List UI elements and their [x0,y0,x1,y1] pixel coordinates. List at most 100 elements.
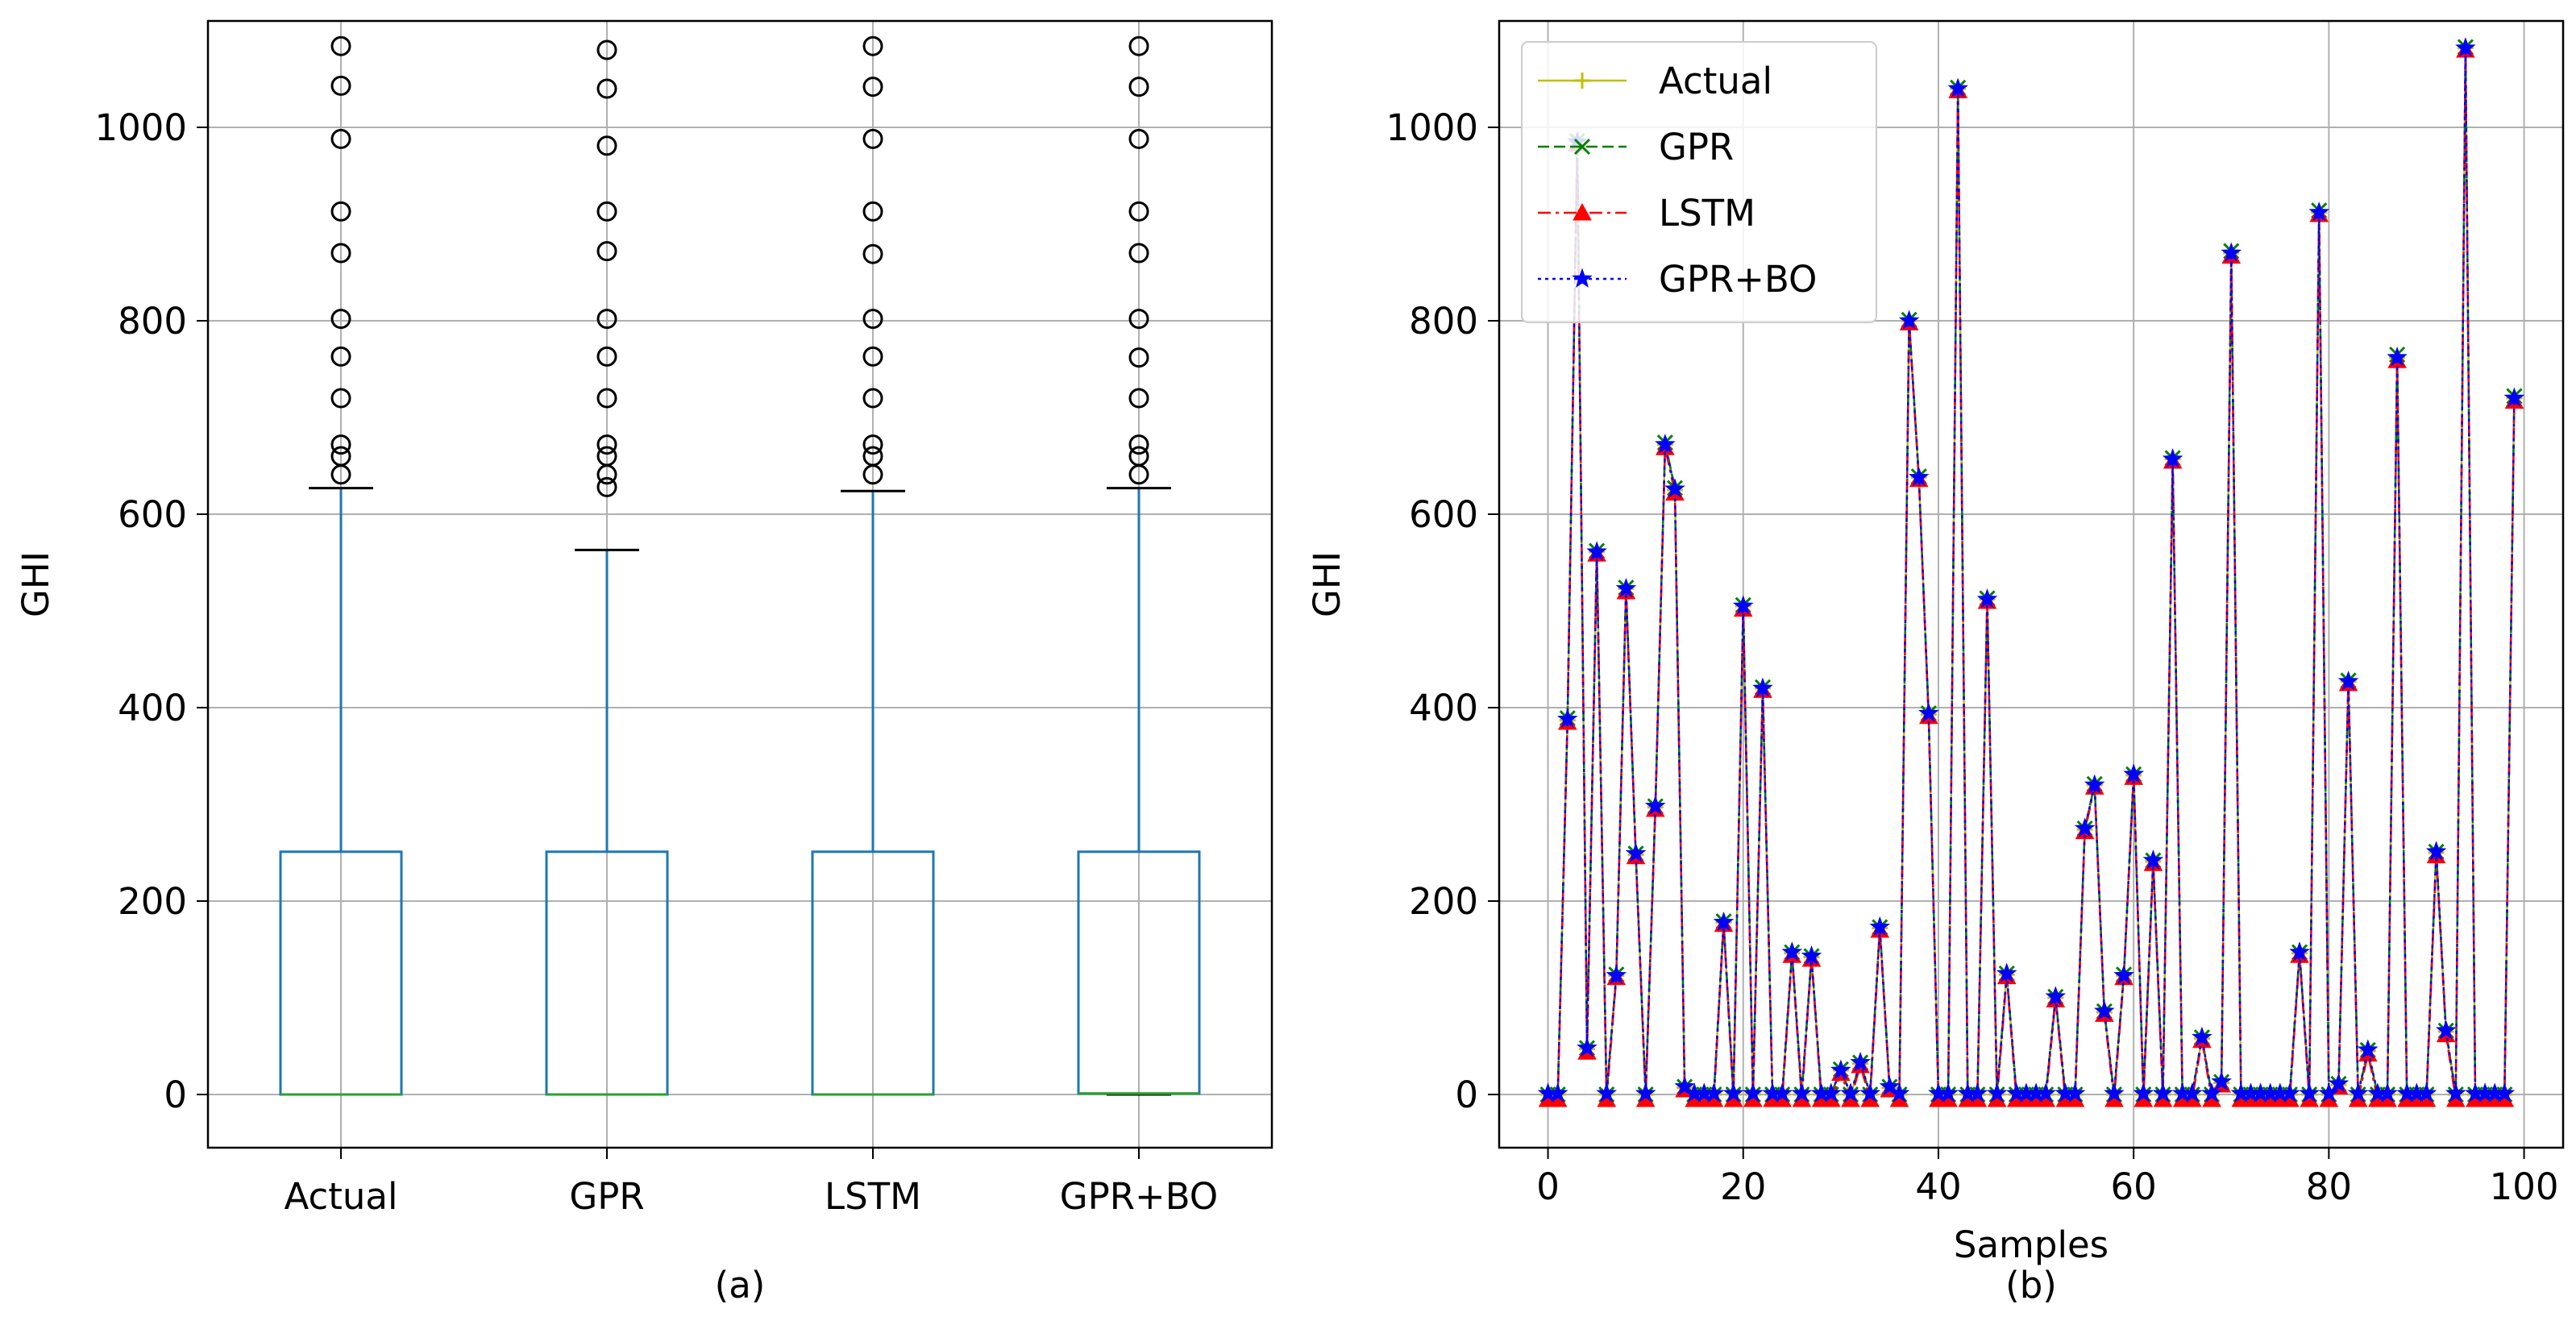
data-point [2416,1082,2437,1103]
legend-label: Actual [1659,60,1772,102]
y-tick-label: 200 [118,880,187,923]
outlier-point [1128,201,1149,222]
legend-entry: Actual [1538,60,1772,102]
data-point [1703,1082,1725,1103]
data-point [2299,1082,2320,1103]
outlier-point [330,128,351,149]
data-point [2182,1082,2203,1103]
y-tick-label: 400 [118,687,187,729]
data-point [2425,841,2447,861]
x-axis-label: Samples [1954,1223,2109,1266]
boxplot-panel: 0 200 400 600 800 1000 Actual GPR LSTM GPR+BO GHI (… [15,19,1273,1306]
x-tick-label: 40 [1915,1165,1961,1208]
outlier-point [330,464,351,485]
y-tick-label: 400 [1409,687,1478,729]
outlier-point [862,201,883,222]
data-point [1908,466,1930,487]
data-point [1577,1036,1598,1057]
outlier-point [1128,243,1149,264]
data-point [2152,1082,2174,1103]
box-actual [279,35,403,1096]
data-point [1938,1082,1959,1103]
outlier-point [330,35,351,56]
outlier-point [862,243,883,264]
legend: Actual GPR LSTM GPR+BO [1521,41,1877,323]
outlier-point [330,346,351,367]
outlier-point [1128,434,1149,455]
outlier-point [1128,128,1149,149]
y-axis-label: GHI [15,551,57,617]
outlier-point [1128,464,1149,485]
outlier-point [596,135,617,156]
outlier-point [596,388,617,409]
box-gpr [545,39,669,1096]
panel-label: (a) [715,1264,766,1306]
box-gpr-bo [1077,35,1201,1096]
data-point [1850,1051,1871,1072]
data-point [1801,945,1822,966]
data-point [1869,916,1891,937]
data-point [2494,1082,2516,1103]
data-point [1888,1082,1910,1103]
data-point [2337,671,2359,691]
plot-frame [206,19,1273,1149]
y-tick-label: 200 [1409,880,1478,923]
data-point [2279,1082,2300,1103]
data-point [1655,434,1676,454]
outlier-point [862,128,883,149]
plot-frame [1498,19,2565,1149]
data-point [1547,1082,1568,1103]
data-point [1986,1082,2008,1103]
outlier-point [596,309,617,330]
data-point [1967,1082,1988,1103]
data-point [2308,201,2330,222]
y-tick-label: 600 [118,493,187,536]
outlier-point [1128,309,1149,330]
y-tick-label: 1000 [94,106,187,149]
data-point [2094,1000,2115,1020]
legend-label: GPR+BO [1659,258,1817,301]
legend-entry: GPR+BO [1538,258,1817,301]
data-point [2347,1082,2369,1103]
data-point [1635,1082,1656,1103]
box-lstm [811,35,935,1096]
y-tick-label: 800 [1409,300,1478,343]
data-point [2435,1020,2457,1040]
data-point [2289,941,2310,962]
data-point [1820,1082,1842,1103]
legend-frame [1521,41,1877,323]
data-point [1557,708,1578,729]
data-point [2503,387,2525,407]
data-point [2133,1082,2154,1103]
x-tick-label: GPR [569,1175,644,1218]
y-tick-label: 800 [118,300,187,343]
data-point [2328,1073,2350,1093]
data-point [2211,1070,2232,1091]
outlier-point [862,434,883,455]
data-point [1918,702,1939,723]
outlier-point [596,201,617,222]
data-point [1898,309,1920,330]
outlier-point [330,75,351,96]
x-tick-label: 20 [1720,1165,1766,1208]
x-tick-label: 100 [2490,1165,2559,1208]
data-point [1732,595,1754,615]
data-point [2318,1082,2340,1103]
legend-marker [1572,268,1593,288]
line-panel: 0 200 400 600 800 1000 0 20 40 60 80 100 GHI Samples(… [1306,19,2565,1306]
panel-label: (b) [2005,1264,2057,1306]
data-point [1879,1075,1901,1096]
outlier-point [862,77,883,98]
x-tick-label: 60 [2111,1165,2157,1208]
outlier-point [330,309,351,330]
data-point [2162,448,2183,468]
data-point [2358,1039,2379,1059]
data-point [1781,941,1803,962]
outlier-point [1128,77,1149,98]
data-point [2201,1082,2222,1103]
data-point [2113,964,2134,985]
data-point [1752,677,1773,697]
data-point [1840,1082,1861,1103]
outlier-point [596,434,617,455]
